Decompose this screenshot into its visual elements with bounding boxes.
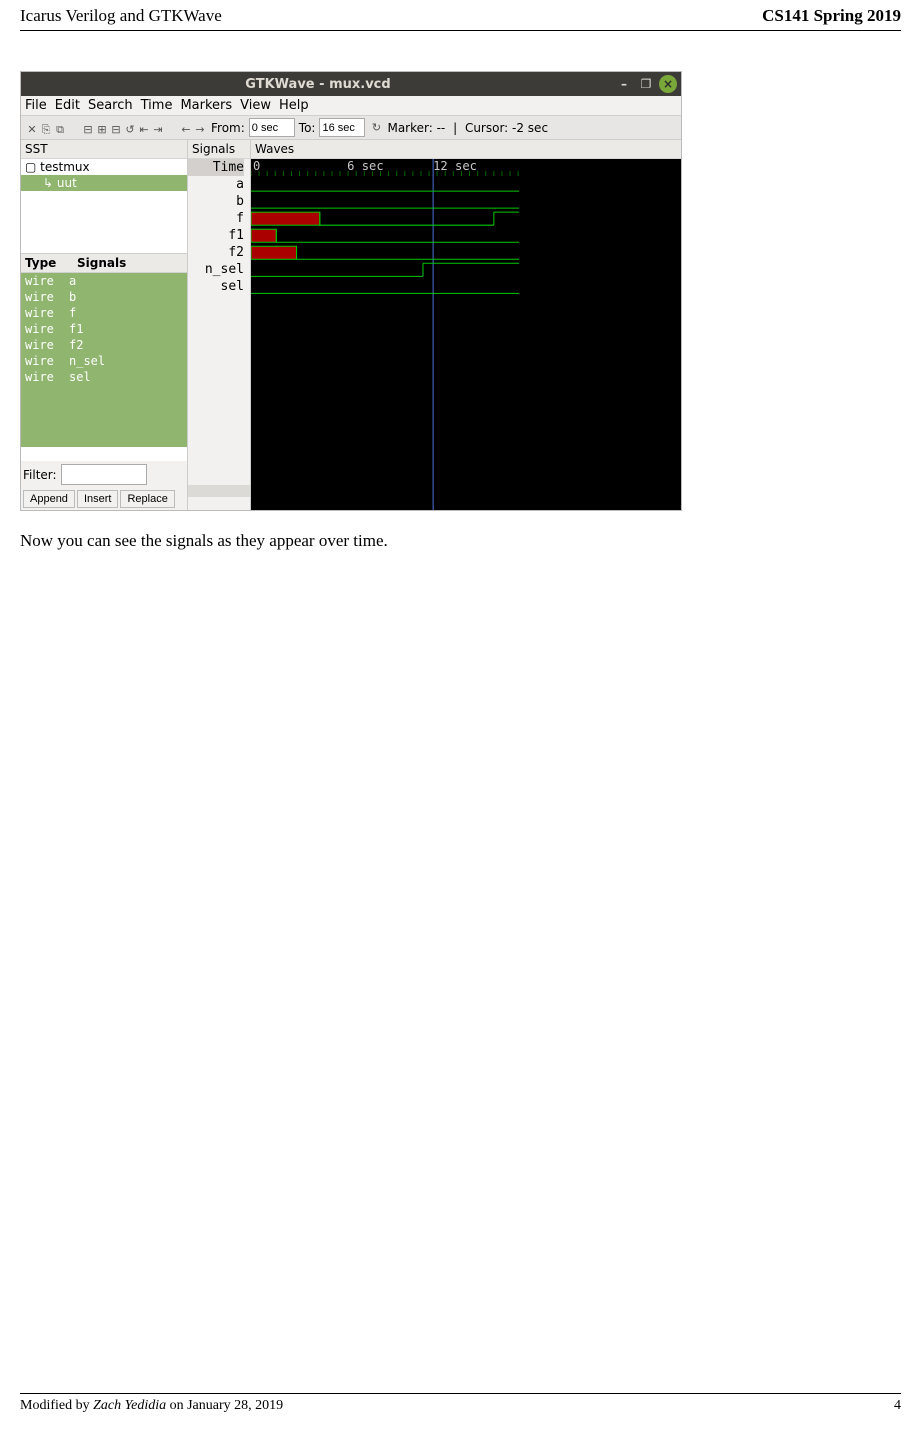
signal-type-sel[interactable]: wiresel [21, 369, 187, 385]
signal-name-f2[interactable]: f2 [188, 244, 244, 261]
svg-text:0: 0 [253, 159, 260, 173]
menu-help[interactable]: Help [279, 98, 309, 113]
toolbar-icon-4[interactable]: ⊟ [81, 122, 95, 136]
toolbar-icon-7[interactable]: ↺ [123, 122, 137, 136]
sst-item-testmux[interactable]: ▢ testmux [21, 159, 187, 175]
reload-icon[interactable]: ↻ [369, 121, 383, 135]
toolbar-icon-8[interactable]: ⇤ [137, 122, 151, 136]
insert-button[interactable]: Insert [77, 490, 119, 508]
from-label: From: [211, 121, 245, 135]
minimize-button[interactable]: – [615, 75, 633, 93]
toolbar-icon-12[interactable]: → [193, 122, 207, 136]
to-label: To: [299, 121, 316, 135]
toolbar-icon-6[interactable]: ⊟ [109, 122, 123, 136]
sst-header: SST [21, 140, 187, 159]
toolbar: ✕⎘⧉⊟⊞⊟↺⇤⇥←→ From: To: ↻ Marker: -- | Cur… [21, 116, 681, 140]
toolbar-icon-0[interactable]: ✕ [25, 122, 39, 136]
toolbar-icon-10[interactable] [165, 119, 179, 133]
page-number: 4 [894, 1398, 901, 1414]
window-title: GTKWave - mux.vcd [21, 77, 615, 92]
header-right: CS141 Spring 2019 [762, 6, 901, 26]
signals-scrollbar[interactable] [188, 485, 250, 497]
close-button[interactable]: × [659, 75, 677, 93]
svg-text:12 sec: 12 sec [433, 159, 477, 173]
signal-type-f[interactable]: wiref [21, 305, 187, 321]
gtkwave-window: GTKWave - mux.vcd – ❐ × File Edit Search Ti… [20, 71, 682, 511]
menu-view[interactable]: View [240, 98, 271, 113]
signal-type-list[interactable]: wireawirebwirefwiref1wiref2wiren_selwire… [21, 273, 187, 447]
waveform-view[interactable]: 0 6 sec 12 sec [251, 159, 681, 510]
to-input[interactable] [319, 118, 365, 137]
col-signals: Signals [73, 254, 187, 272]
toolbar-icon-9[interactable]: ⇥ [151, 122, 165, 136]
toolbar-icon-1[interactable]: ⎘ [39, 123, 53, 137]
menu-markers[interactable]: Markers [180, 98, 232, 113]
cursor-label: Cursor: -2 sec [465, 121, 548, 135]
sst-tree[interactable]: ▢ testmux↳ uut [21, 159, 187, 253]
from-input[interactable] [249, 118, 295, 137]
footer-left: Modified by Zach Yedidia on January 28, … [20, 1398, 283, 1414]
menu-search[interactable]: Search [88, 98, 133, 113]
toolbar-icon-11[interactable]: ← [179, 122, 193, 136]
replace-button[interactable]: Replace [120, 490, 174, 508]
signal-name-a[interactable]: a [188, 176, 244, 193]
signals-header: Signals [188, 140, 250, 159]
signal-type-a[interactable]: wirea [21, 273, 187, 289]
waves-header: Waves [251, 140, 681, 159]
signal-type-f2[interactable]: wiref2 [21, 337, 187, 353]
signal-name-n_sel[interactable]: n_sel [188, 261, 244, 278]
menu-file[interactable]: File [25, 98, 47, 113]
signal-type-b[interactable]: wireb [21, 289, 187, 305]
svg-text:6 sec: 6 sec [347, 159, 384, 173]
signal-names[interactable]: Timeabff1f2n_selsel [188, 159, 250, 295]
type-signals-header: Type Signals [21, 253, 187, 273]
maximize-button[interactable]: ❐ [637, 75, 655, 93]
signal-name-f[interactable]: f [188, 210, 244, 227]
signal-name-Time[interactable]: Time [188, 159, 244, 176]
append-button[interactable]: Append [23, 490, 75, 508]
window-titlebar[interactable]: GTKWave - mux.vcd – ❐ × [21, 72, 681, 96]
page-header: Icarus Verilog and GTKWave CS141 Spring … [20, 0, 901, 31]
menu-edit[interactable]: Edit [55, 98, 80, 113]
filter-input[interactable] [61, 464, 147, 485]
toolbar-sep: | [449, 121, 461, 135]
page-footer: Modified by Zach Yedidia on January 28, … [20, 1393, 901, 1414]
caption-text: Now you can see the signals as they appe… [20, 531, 901, 551]
signal-type-f1[interactable]: wiref1 [21, 321, 187, 337]
menu-bar: File Edit Search Time Markers View Help [21, 96, 681, 116]
signal-name-b[interactable]: b [188, 193, 244, 210]
signal-type-n_sel[interactable]: wiren_sel [21, 353, 187, 369]
filter-label: Filter: [23, 468, 57, 482]
col-type: Type [21, 254, 73, 272]
sst-item-uut[interactable]: ↳ uut [21, 175, 187, 191]
signal-name-f1[interactable]: f1 [188, 227, 244, 244]
header-left: Icarus Verilog and GTKWave [20, 6, 222, 26]
toolbar-icon-5[interactable]: ⊞ [95, 122, 109, 136]
menu-time[interactable]: Time [141, 98, 173, 113]
toolbar-icon-2[interactable]: ⧉ [53, 123, 67, 137]
list-spacer [21, 447, 187, 461]
toolbar-icon-3[interactable] [67, 119, 81, 133]
marker-label: Marker: -- [387, 121, 445, 135]
signal-name-sel[interactable]: sel [188, 278, 244, 295]
